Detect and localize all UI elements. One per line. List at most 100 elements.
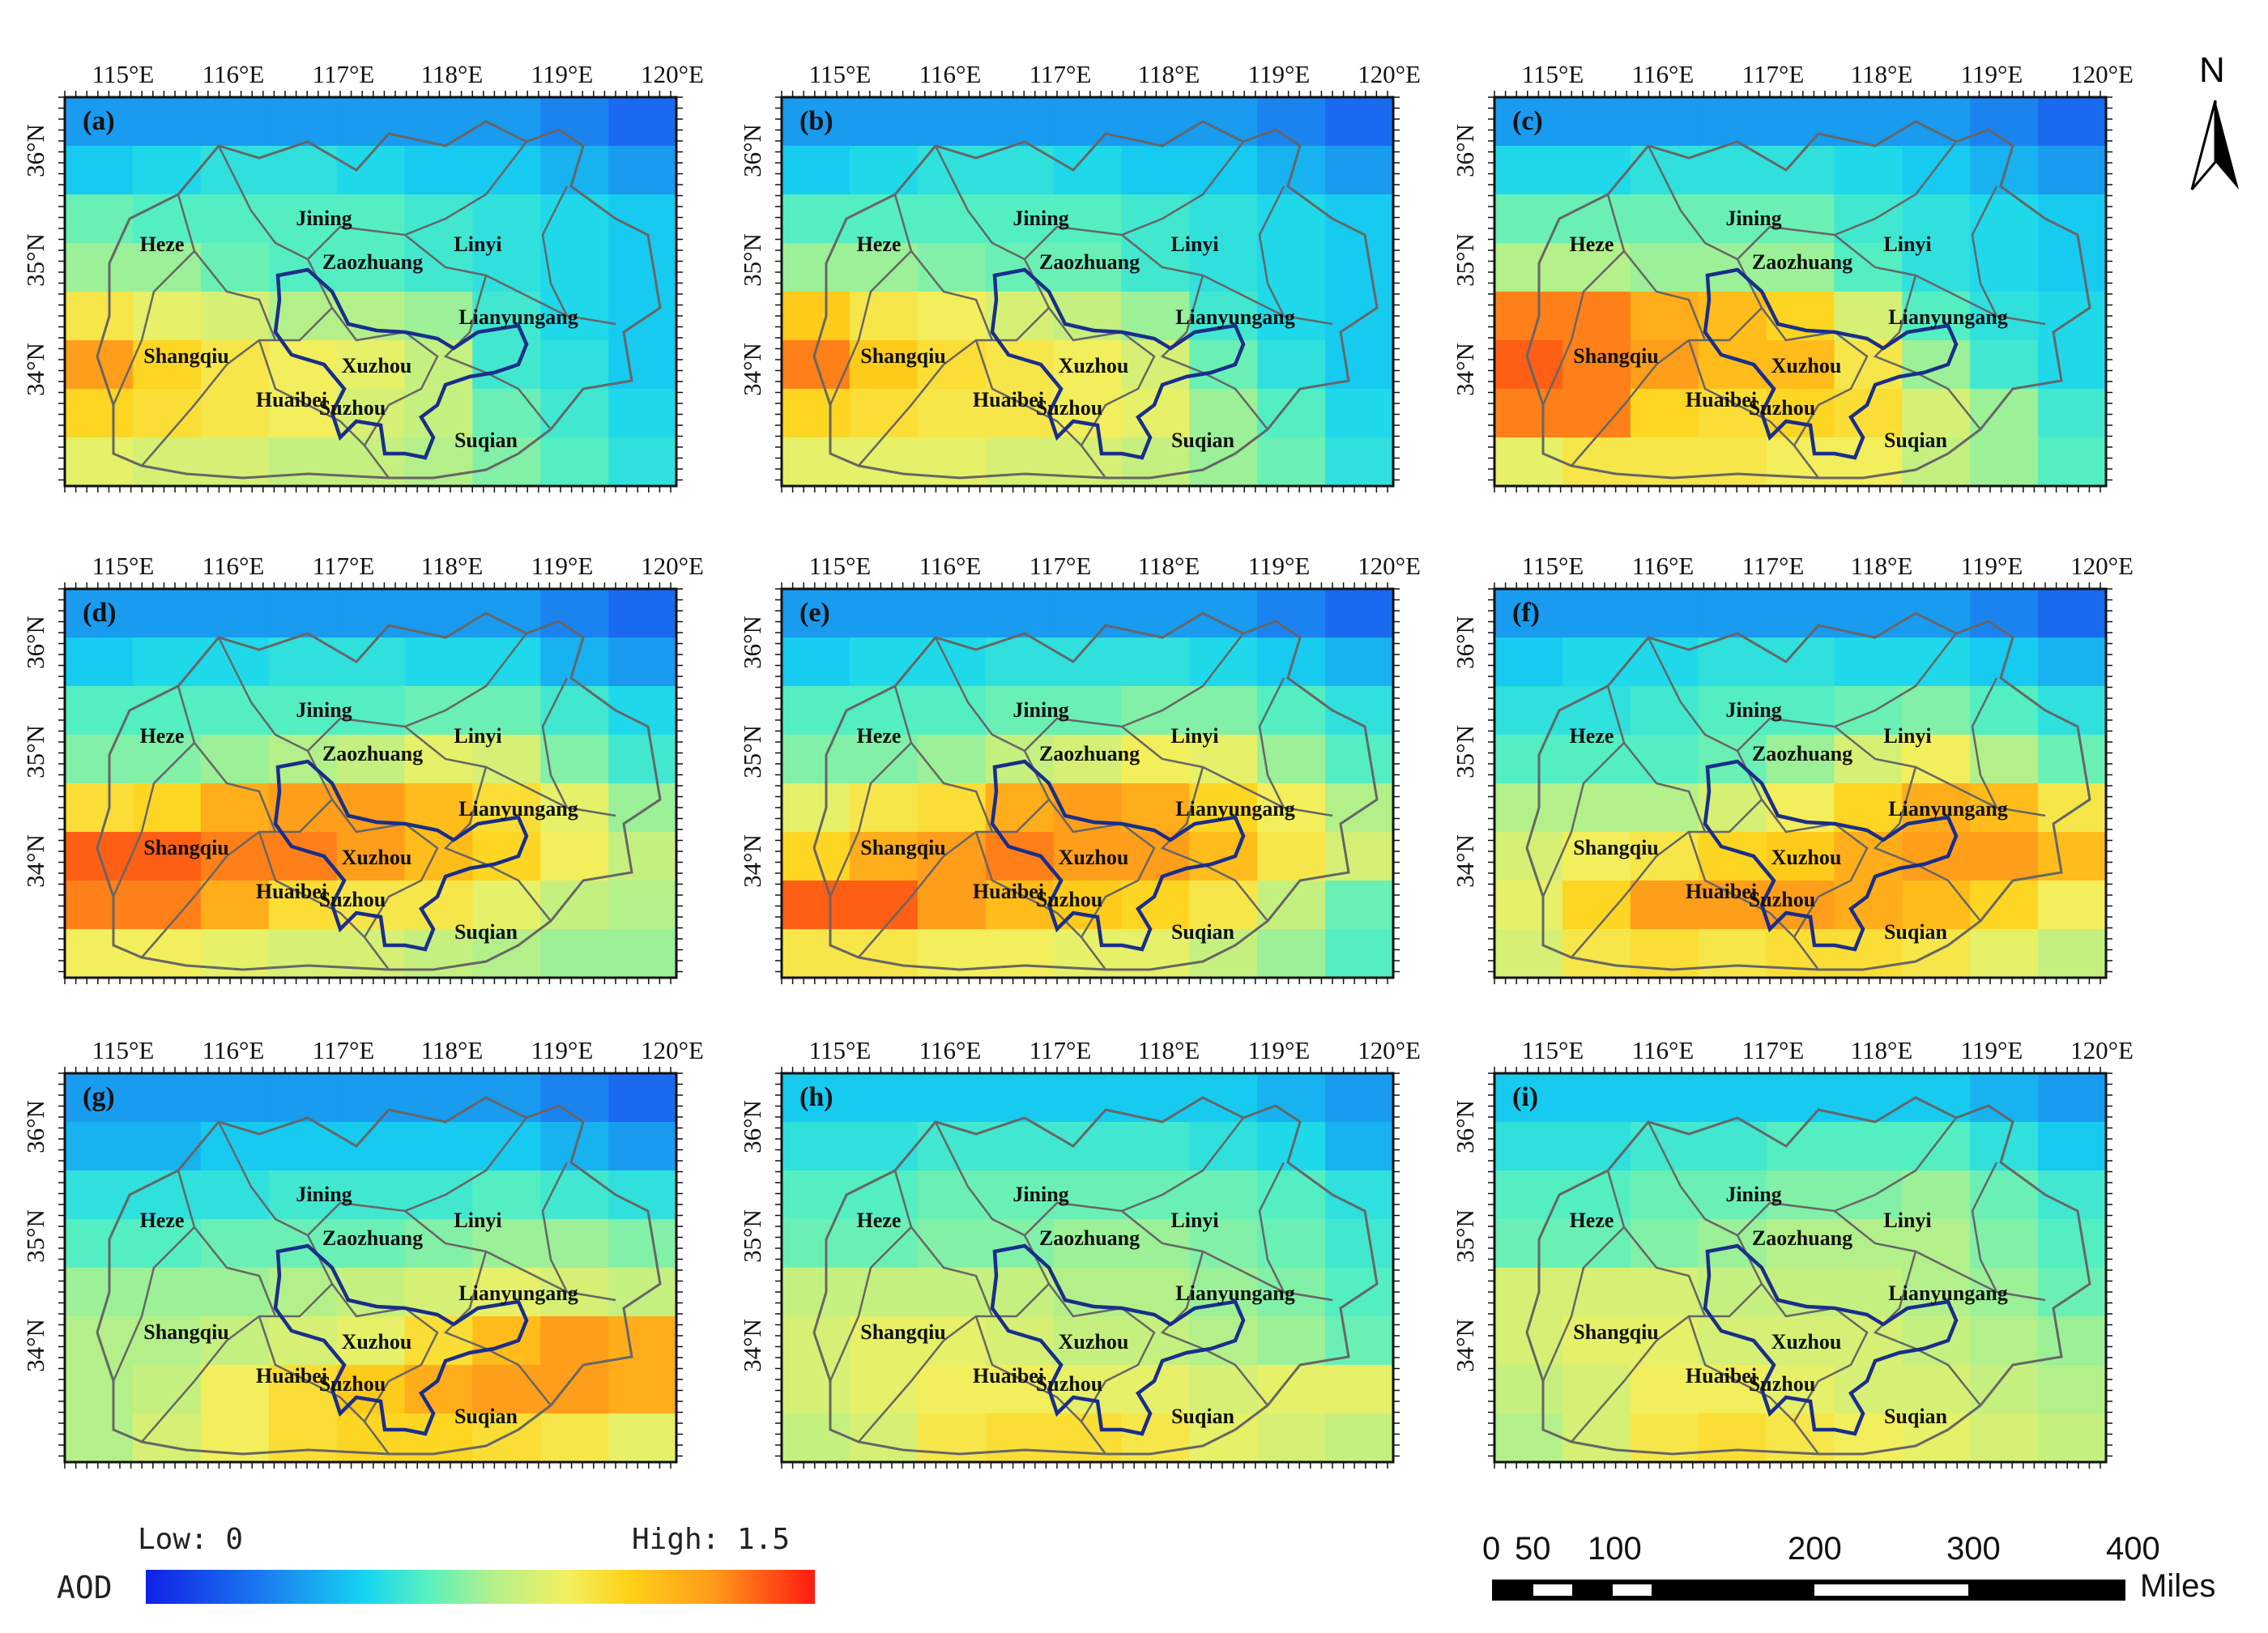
map-panel-svg: 115°E 116°E 117°E 118°E 119°E 120°E 36°N 35°N 34… xyxy=(21,1036,704,1469)
panel-tag: (e) xyxy=(799,598,830,628)
aod-cell xyxy=(1325,686,1394,735)
city-label: Huaibei xyxy=(1686,1364,1757,1388)
city-boundary xyxy=(331,307,439,479)
aod-cell xyxy=(782,1413,850,1463)
city-boundary xyxy=(541,677,569,808)
aod-cell xyxy=(608,340,677,390)
aod-cell xyxy=(985,637,1055,687)
aod-cell xyxy=(782,437,850,487)
aod-cell xyxy=(132,1219,202,1268)
aod-cell xyxy=(268,437,338,487)
map-frame xyxy=(63,96,678,488)
city-label: Linyi xyxy=(1883,724,1931,748)
aod-cell xyxy=(1902,637,1971,687)
aod-cell xyxy=(200,243,270,292)
aod-cell xyxy=(1053,1073,1123,1123)
aod-cell xyxy=(1902,832,1971,881)
city-boundary xyxy=(443,275,552,430)
aod-cell xyxy=(849,437,919,487)
aod-cell xyxy=(1630,880,1699,930)
aod-cell xyxy=(1970,832,2039,881)
aod-cell xyxy=(1766,340,1835,390)
aod-cell xyxy=(2038,783,2107,833)
city-boundary xyxy=(1971,185,1998,317)
aod-cell xyxy=(472,389,541,438)
aod-cell xyxy=(132,146,202,195)
north-arrow: N xyxy=(2179,50,2252,204)
aod-cell xyxy=(917,340,987,390)
aod-cell xyxy=(1257,292,1326,341)
city-label: Suqian xyxy=(454,920,518,944)
city-label: Xuzhou xyxy=(342,1330,412,1354)
aod-cell xyxy=(2038,146,2107,195)
map-panel-svg: 115°E 116°E 117°E 118°E 119°E 120°E 36°N 35°N 34… xyxy=(1451,60,2134,492)
aod-cell xyxy=(1325,735,1394,784)
aod-cell xyxy=(985,1122,1055,1171)
aod-cell xyxy=(608,389,677,438)
xuzhou-boundary xyxy=(1703,267,1959,460)
aod-cell xyxy=(1562,880,1631,930)
lon-tick-label: 118°E xyxy=(1851,60,1913,88)
city-label: Lianyungang xyxy=(1888,305,2007,329)
aod-cell xyxy=(782,1122,850,1171)
aod-cell xyxy=(1970,929,2039,979)
aod-cell xyxy=(1630,1316,1699,1366)
aod-cell xyxy=(1325,832,1394,881)
aod-cell xyxy=(1121,97,1190,147)
aod-cell xyxy=(1970,589,2039,638)
lon-tick-label: 118°E xyxy=(1138,1036,1200,1064)
xuzhou-boundary xyxy=(1703,1243,1959,1436)
city-label: Suzhou xyxy=(1749,1372,1815,1396)
region-boundary xyxy=(96,612,662,971)
aod-cell xyxy=(1970,1316,2039,1366)
city-label: Heze xyxy=(857,232,902,256)
aod-cell xyxy=(1562,832,1631,881)
aod-cell xyxy=(336,340,406,390)
aod-cell xyxy=(1902,194,1971,244)
city-boundary xyxy=(829,194,913,406)
scale-label-0: 0 xyxy=(1482,1531,1501,1567)
aod-cell xyxy=(1494,783,1563,833)
scale-unit: Miles xyxy=(2140,1568,2216,1604)
aod-cell xyxy=(1121,686,1190,735)
aod-cell xyxy=(782,1073,850,1123)
lon-tick-label: 120°E xyxy=(2070,1036,2134,1064)
aod-cell xyxy=(1121,589,1190,638)
aod-cell xyxy=(849,1219,919,1268)
panel-tag: (c) xyxy=(1512,106,1543,136)
city-boundary xyxy=(1048,307,1156,479)
city-label: Lianyungang xyxy=(1175,305,1294,329)
aod-cell xyxy=(1325,389,1394,438)
aod-cell xyxy=(200,929,270,979)
lat-tick-label: 35°N xyxy=(21,233,49,287)
lat-tick-label: 35°N xyxy=(1451,1209,1479,1263)
aod-cell xyxy=(608,292,677,341)
xuzhou-boundary xyxy=(990,1243,1246,1436)
lat-tick-label: 36°N xyxy=(1451,616,1479,669)
city-boundary xyxy=(1160,766,1268,922)
aod-cell xyxy=(200,389,270,438)
city-boundary xyxy=(541,185,569,317)
region-boundary xyxy=(1525,612,2091,971)
aod-cell xyxy=(608,146,677,195)
city-label: Suzhou xyxy=(1036,888,1102,911)
lon-tick-label: 120°E xyxy=(641,552,704,580)
lat-tick-label: 34°N xyxy=(738,834,766,888)
aod-cell xyxy=(1257,97,1326,147)
aod-cell xyxy=(1053,1219,1123,1268)
aod-cell xyxy=(917,97,987,147)
aod-cell xyxy=(200,1219,270,1268)
lat-tick-label: 36°N xyxy=(738,1100,766,1153)
city-label: Lianyungang xyxy=(458,305,578,329)
city-label: Shangqiu xyxy=(1573,836,1659,859)
aod-cell xyxy=(404,1122,473,1171)
aod-cell xyxy=(1189,146,1258,195)
aod-cell xyxy=(1189,637,1258,687)
aod-cell xyxy=(1494,1219,1563,1268)
aod-cell xyxy=(336,97,406,147)
map-panel-svg: 115°E 116°E 117°E 118°E 119°E 120°E 36°N 35°N 34… xyxy=(738,60,1421,492)
region-boundary xyxy=(812,612,1379,971)
aod-cell xyxy=(608,437,677,487)
region-boundary xyxy=(812,120,1379,480)
